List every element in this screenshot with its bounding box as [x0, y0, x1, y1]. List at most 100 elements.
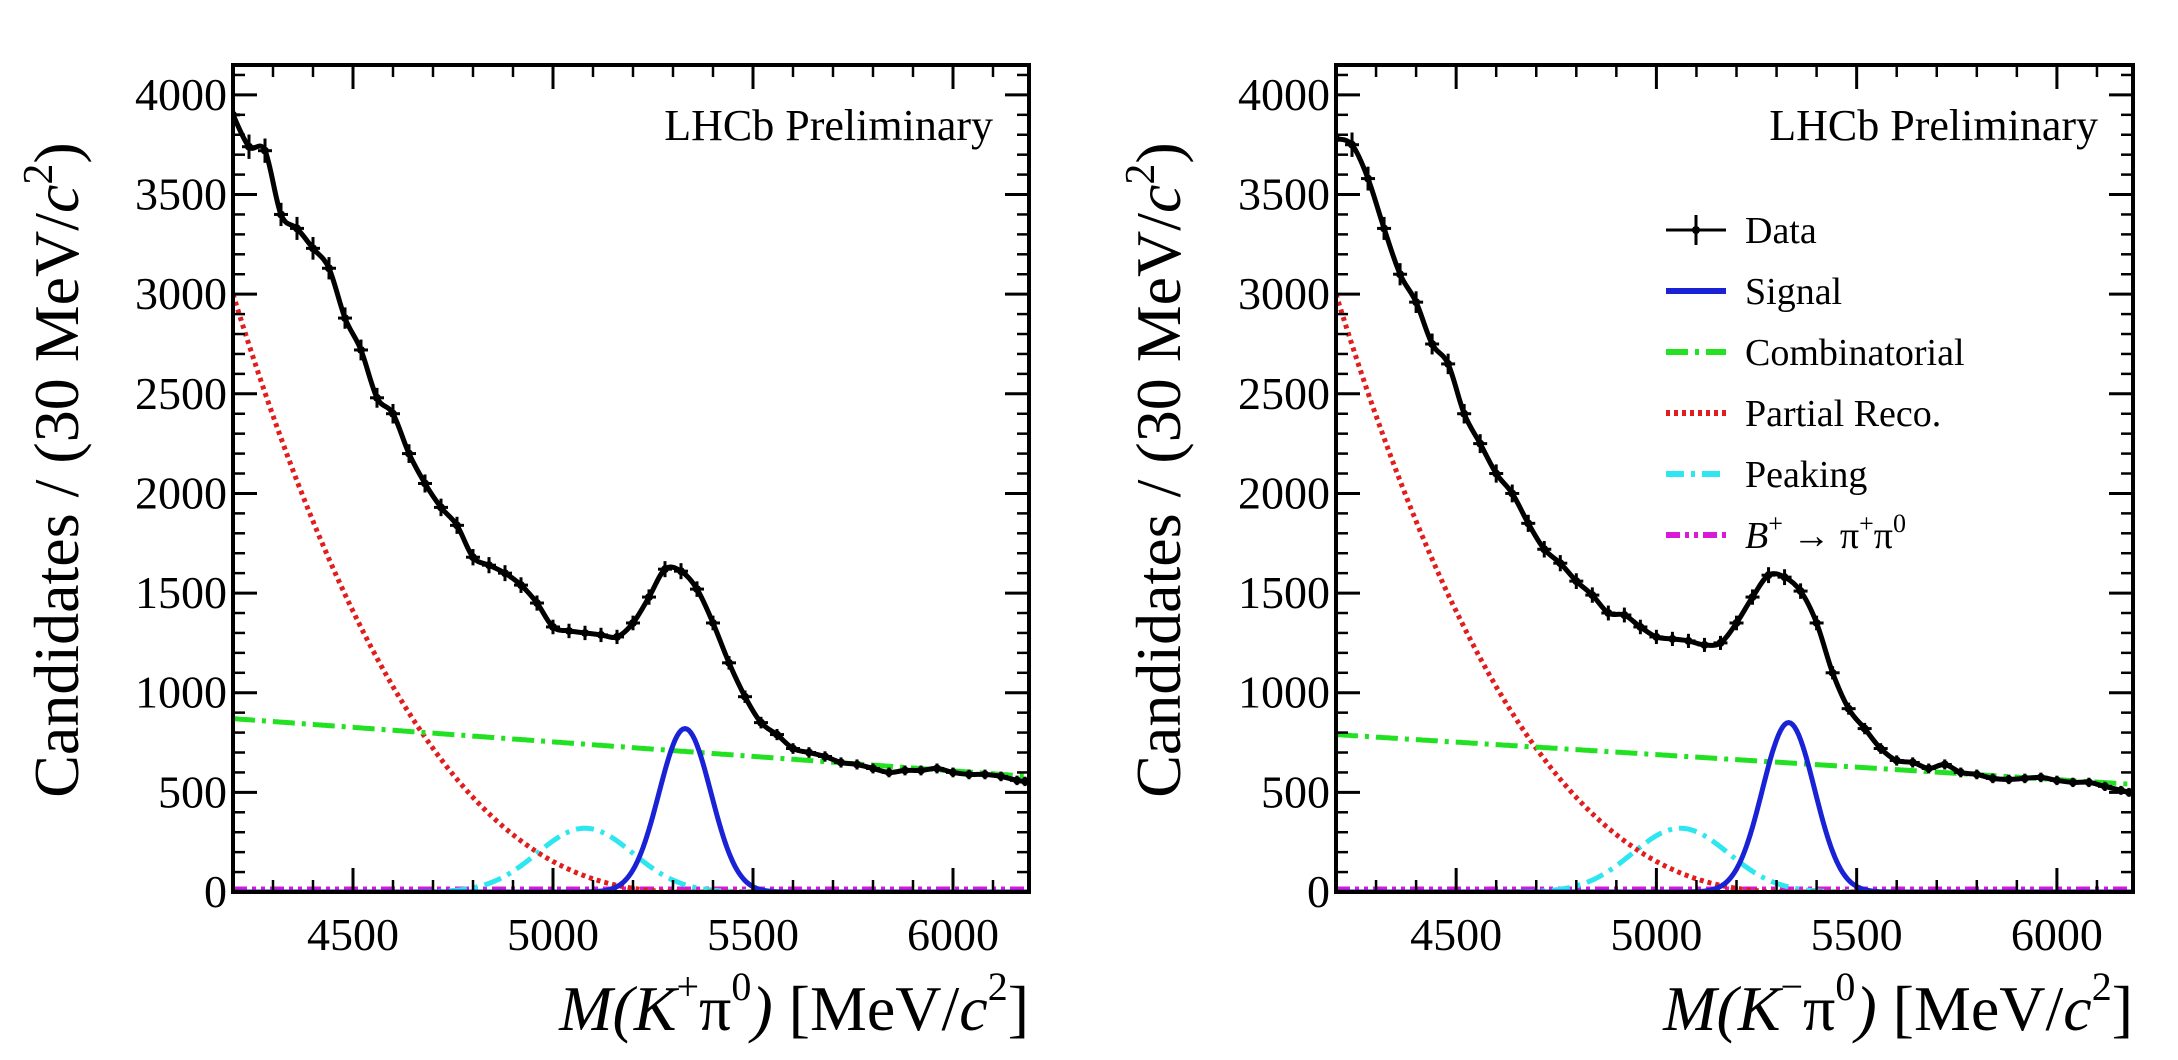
left-data-marker: [277, 210, 285, 219]
left-data-point: [674, 563, 688, 580]
left-data-point: [402, 444, 416, 463]
left-data-marker: [741, 692, 749, 701]
right-x-axis-title: M(K−π0) [MeV/c2]: [1662, 964, 2133, 1044]
right-data-marker: [1732, 618, 1741, 627]
right-data-marker: [1572, 577, 1581, 586]
right-data-point: [1873, 743, 1888, 754]
left-plot-content: [233, 102, 1029, 892]
right-data-point: [1905, 757, 1920, 768]
left-ticks: 4500 5000 5500 6000 0 500 1000 1500 2000 2500 3000…: [135, 65, 1029, 960]
left-data-marker: [645, 593, 653, 602]
left-data-point: [306, 237, 320, 260]
right-data-point: [1697, 637, 1712, 652]
right-y-axis-title: Candidates / (30 MeV/c2): [1118, 142, 1194, 798]
left-data-point: [354, 339, 368, 361]
left-data-point: [274, 202, 288, 227]
legend-swatch-data-marker: [1692, 226, 1700, 234]
left-data-marker: [549, 622, 557, 631]
right-data-marker: [1556, 559, 1565, 568]
left-data-marker: [837, 758, 845, 767]
right-data-point: [1489, 464, 1504, 483]
right-data-marker: [1876, 744, 1885, 753]
left-y-tick-label: 4000: [135, 69, 227, 120]
right-data-marker: [1444, 359, 1453, 368]
right-data-point: [2081, 777, 2096, 788]
left-data-marker: [501, 569, 509, 578]
right-data-marker: [2084, 778, 2093, 787]
left-data-point: [610, 629, 624, 645]
left-data-point: [370, 387, 384, 408]
right-data-marker: [1620, 611, 1629, 620]
left-data-marker: [725, 658, 733, 667]
left-data-marker: [821, 752, 829, 761]
left-data-marker: [357, 345, 365, 354]
left-data-marker: [693, 585, 701, 594]
left-data-point: [546, 619, 560, 635]
left-y-tick-label: 1000: [135, 667, 227, 718]
left-data-marker: [901, 766, 909, 775]
left-data-marker: [485, 561, 493, 570]
left-data-marker: [325, 264, 333, 273]
right-data-marker: [1540, 545, 1549, 554]
right-data-marker: [2036, 773, 2045, 782]
left-data-point: [738, 690, 752, 703]
left-data-marker: [421, 479, 429, 488]
right-data-marker: [1828, 668, 1837, 677]
right-data-point: [1377, 216, 1392, 240]
right-data-marker: [1652, 632, 1661, 641]
right-signal-curve: [1336, 720, 2133, 892]
right-data-marker: [1764, 571, 1773, 580]
right-data-point: [1921, 763, 1936, 774]
left-data-marker: [341, 314, 349, 323]
right-data-point: [1953, 767, 1968, 778]
left-data-marker: [261, 146, 269, 155]
right-data-marker: [1476, 439, 1485, 448]
left-plot-frame: [231, 63, 1031, 894]
right-data-point: [1729, 615, 1744, 631]
right-data-point: [1793, 583, 1808, 599]
legend-label-signal: Signal: [1745, 271, 1842, 313]
right-data-marker: [2020, 774, 2029, 783]
right-data-point: [1745, 589, 1760, 605]
left-data-marker: [565, 626, 573, 635]
right-data-marker: [1524, 519, 1533, 528]
left-signal-curve: [233, 726, 1029, 892]
left-data-marker: [789, 744, 797, 753]
left-data-marker: [981, 770, 989, 779]
left-y-tick-label: 500: [158, 766, 227, 817]
right-data-point: [1457, 403, 1472, 424]
left-data-marker: [885, 768, 893, 777]
left-data-marker: [597, 630, 605, 639]
legend-item-b-to-pipi: B+ → π+π0: [1666, 509, 1906, 557]
right-data-marker: [1412, 298, 1421, 307]
left-data-point: [514, 577, 528, 593]
legend-label-data: Data: [1745, 210, 1817, 252]
left-data-marker: [949, 768, 957, 777]
left-data-point: [754, 716, 768, 729]
left-data-marker: [677, 567, 685, 576]
right-data-point: [1857, 722, 1872, 735]
right-data-point: [2017, 773, 2032, 784]
left-data-point: [946, 767, 960, 778]
right-lhcb-label: LHCb Preliminary: [1769, 101, 2098, 150]
right-data-point: [1425, 333, 1440, 355]
right-x-tick-label: 6000: [2011, 909, 2103, 960]
left-data-point: [898, 765, 912, 776]
left-y-tick-label: 2000: [135, 467, 227, 518]
right-data-marker: [1588, 591, 1597, 600]
legend-item-partial-reco: Partial Reco.: [1666, 393, 1941, 435]
right-peaking-curve: [1336, 825, 2133, 892]
left-data-point: [578, 625, 592, 641]
right-data-marker: [2100, 782, 2109, 791]
right-data-point: [1569, 573, 1584, 589]
left-y-tick-label: 3000: [135, 268, 227, 319]
left-data-point: [498, 565, 512, 582]
left-data-point: [802, 747, 816, 758]
right-data-marker: [1892, 756, 1901, 765]
right-data-marker: [1956, 768, 1965, 777]
left-data-marker: [469, 553, 477, 562]
right-data-marker: [1988, 774, 1997, 783]
left-data-marker: [757, 718, 765, 727]
right-data-marker: [1908, 758, 1917, 767]
left-data-marker: [997, 772, 1005, 781]
